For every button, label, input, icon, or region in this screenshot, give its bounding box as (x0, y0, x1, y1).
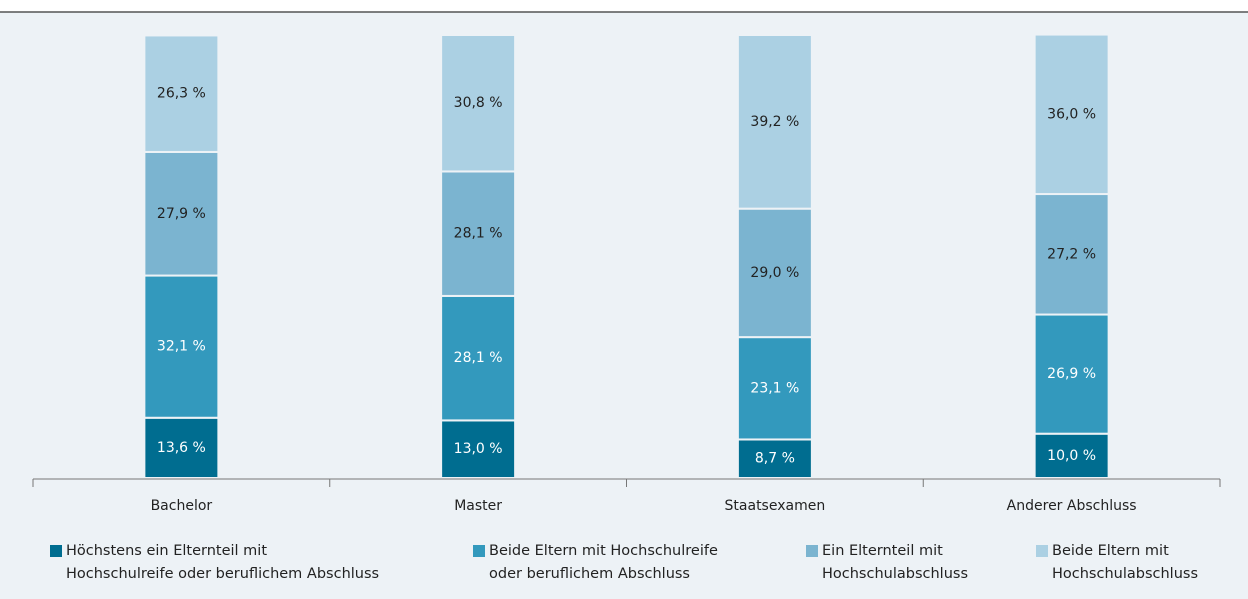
legend-item: Höchstens ein Elternteil mit Hochschulre… (50, 540, 380, 586)
x-tick-label: Bachelor (151, 498, 213, 514)
value-label: 13,6 % (157, 440, 206, 456)
bar-segment (736, 336, 813, 441)
legend-swatch (50, 545, 62, 557)
legend-item: Beide Eltern mit Hochschulabschluss (1036, 540, 1199, 586)
bar-segment (143, 34, 220, 153)
value-label: 29,0 % (750, 265, 799, 281)
x-tick-label: Master (454, 498, 502, 514)
bar-segment (440, 419, 517, 480)
value-label: 10,0 % (1047, 448, 1096, 464)
legend-label: Beide Eltern mit Hochschulreife oder ber… (489, 543, 718, 582)
bar-segment (440, 170, 517, 297)
x-tick-label: Anderer Abschluss (1007, 498, 1137, 514)
bar-segment (143, 274, 220, 419)
bar-segment (736, 207, 813, 339)
value-label: 13,0 % (454, 441, 503, 457)
value-label: 27,9 % (157, 206, 206, 222)
value-label: 39,2 % (750, 114, 799, 130)
value-label: 28,1 % (454, 226, 503, 242)
bar-segment (143, 416, 220, 480)
legend-item: Beide Eltern mit Hochschulreife oder ber… (473, 540, 718, 586)
bar-segment (1033, 432, 1110, 480)
value-label: 27,2 % (1047, 246, 1096, 262)
legend-label: Ein Elternteil mit Hochschulabschluss (822, 543, 969, 582)
bar-segment (440, 294, 517, 422)
legend-label: Beide Eltern mit Hochschulabschluss (1052, 543, 1199, 582)
legend-label: Höchstens ein Elternteil mit Hochschulre… (66, 543, 380, 582)
value-label: 32,1 % (157, 339, 206, 355)
legend-swatch (806, 545, 818, 557)
bar-segment (736, 34, 813, 210)
bar-segment (736, 438, 813, 480)
bar-segment (440, 34, 517, 173)
bar-segment (1033, 193, 1110, 316)
legend-swatch (473, 545, 485, 557)
top-band (0, 0, 1248, 12)
value-label: 28,1 % (454, 350, 503, 366)
legend-swatch (1036, 545, 1048, 557)
bar-segment (1033, 33, 1110, 196)
legend-item: Ein Elternteil mit Hochschulabschluss (806, 540, 969, 586)
value-label: 26,3 % (157, 86, 206, 102)
bar-segment (1033, 313, 1110, 435)
value-label: 36,0 % (1047, 106, 1096, 122)
value-label: 8,7 % (755, 451, 795, 467)
x-tick-label: Staatsexamen (725, 498, 826, 514)
value-label: 26,9 % (1047, 366, 1096, 382)
value-label: 23,1 % (750, 380, 799, 396)
value-label: 30,8 % (454, 95, 503, 111)
